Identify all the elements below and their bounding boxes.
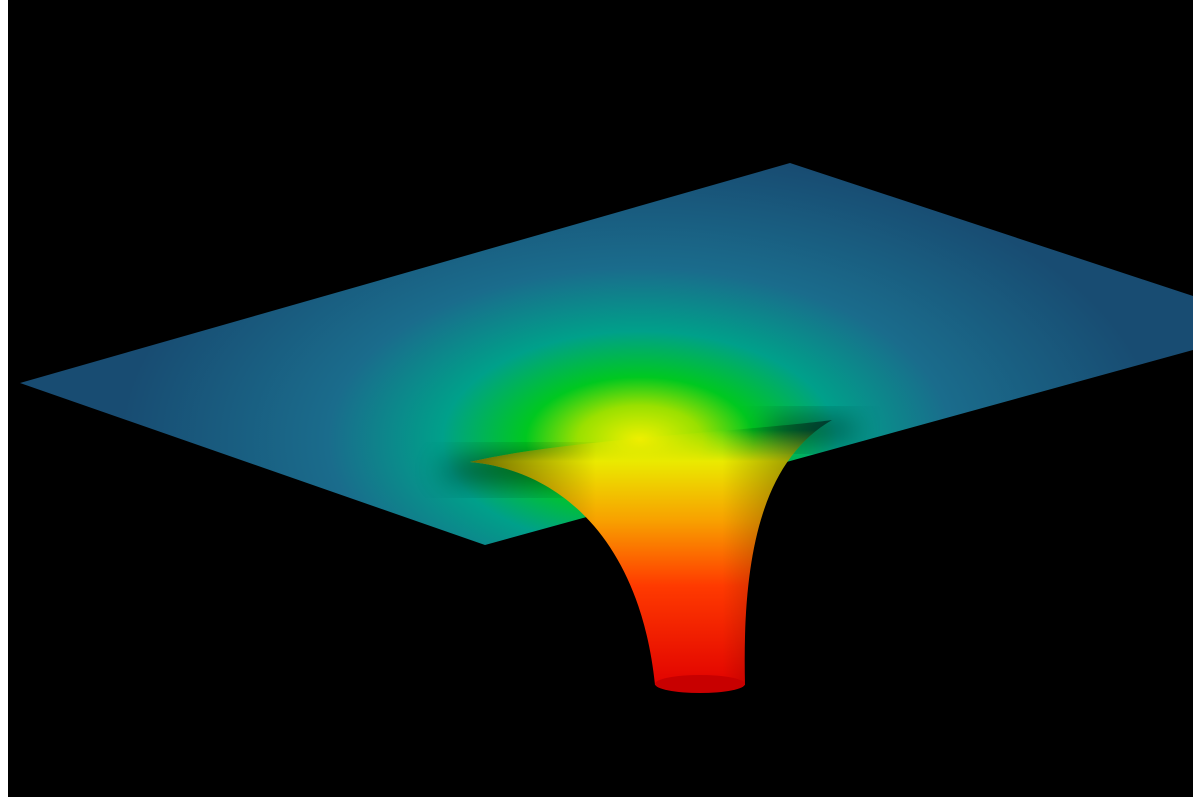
funnel-tip bbox=[655, 675, 745, 693]
left-margin bbox=[0, 0, 8, 797]
surface-plane bbox=[20, 163, 1193, 545]
funnel-shade bbox=[470, 420, 832, 685]
